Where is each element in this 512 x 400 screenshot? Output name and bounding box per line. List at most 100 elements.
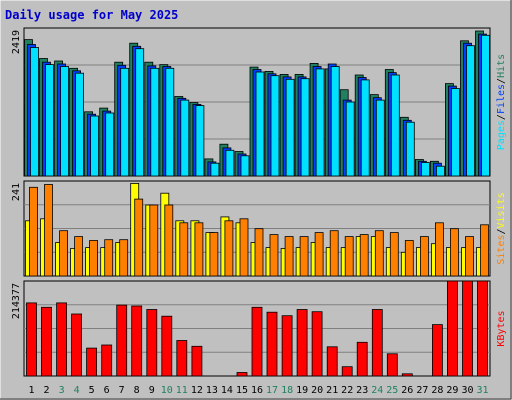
x-label-day-15: 15 [236,385,248,396]
bar-kbytes-day-19 [296,309,308,377]
x-label-day-5: 5 [89,385,95,396]
legend-sites: Sites [496,235,507,265]
x-label-day-7: 7 [119,385,125,396]
legend-files: Files [496,84,507,114]
bar-kbytes-day-30 [462,280,473,377]
bar-kbytes-day-18 [281,315,293,377]
bar-kbytes-day-5 [86,347,97,377]
bar-pages-day-11 [180,99,190,177]
bar-sites-day-4 [74,236,83,277]
bar-kbytes-day-12 [191,345,203,377]
x-label-day-16: 16 [251,385,263,396]
bar-sites-day-10 [164,204,174,277]
bar-pages-day-17 [270,75,280,177]
chart-title: Daily usage for May 2025 [5,8,178,22]
chart-panels: 2419Pages/Files/Hits241Sites/Visits21437… [11,27,507,377]
y-max-label: 2419 [11,30,22,54]
bar-kbytes-day-28 [431,324,443,377]
bar-kbytes-day-22 [341,366,353,377]
bar-sites-day-30 [465,236,474,277]
bar-pages-day-2 [45,64,54,177]
bar-sites-day-31 [480,224,489,277]
x-label-day-20: 20 [311,385,323,396]
bar-kbytes-day-11 [176,340,188,377]
legend-separator: / [496,114,507,120]
x-label-day-4: 4 [74,385,80,396]
legend-hits: Hits [496,54,507,78]
bar-sites-day-12 [194,222,204,277]
bar-sites-day-15 [239,218,249,277]
x-label-day-17: 17 [266,385,278,396]
x-label-day-27: 27 [416,385,428,396]
bar-sites-day-1 [29,186,38,277]
bar-pages-day-23 [360,79,370,177]
bar-sites-day-11 [179,222,189,277]
bar-kbytes-day-20 [311,311,323,377]
bar-sites-day-28 [434,222,444,277]
bar-kbytes-day-31 [477,280,488,377]
bar-pages-day-7 [120,67,130,177]
legend-separator: / [496,78,507,84]
bar-kbytes-day-6 [101,344,113,377]
bar-kbytes-day-26 [401,373,413,377]
y-max-label: 214377 [11,283,22,319]
bar-pages-day-12 [195,105,205,177]
x-label-day-12: 12 [191,385,203,396]
bar-pages-day-10 [165,67,175,177]
x-label-day-18: 18 [281,385,293,396]
bar-kbytes-day-17 [266,311,278,377]
bar-pages-day-30 [466,45,475,177]
panel-3: 214377 KBytes [11,280,507,377]
bar-kbytes-day-8 [131,305,143,377]
bar-pages-day-5 [90,115,99,177]
bar-pages-day-26 [405,121,415,177]
bar-sites-day-3 [59,230,68,277]
x-axis-labels: 1 2 3 4 5 6 7 8 9 10 11 12 13 14 15 16 17 18 19 20 21 22 23 24 2… [28,385,488,396]
bar-sites-day-19 [299,236,309,277]
bar-pages-day-3 [60,66,69,177]
bar-pages-day-20 [315,68,325,177]
bar-sites-day-8 [134,198,144,277]
bar-sites-day-6 [104,239,114,277]
bar-sites-day-14 [224,220,234,277]
bar-pages-day-9 [150,67,160,177]
bar-kbytes-day-7 [116,304,128,377]
x-label-day-23: 23 [356,385,368,396]
x-label-day-25: 25 [386,385,398,396]
x-label-day-3: 3 [59,385,65,396]
bar-pages-day-15 [240,155,250,177]
bar-sites-day-23 [359,234,369,277]
x-label-day-1: 1 [28,385,34,396]
x-label-day-6: 6 [104,385,110,396]
bar-pages-day-1 [30,47,39,177]
bar-kbytes-day-23 [356,341,368,377]
bar-kbytes-day-16 [251,306,263,377]
bar-pages-day-13 [210,162,220,177]
bar-kbytes-day-10 [161,315,173,377]
bar-kbytes-day-15 [236,372,248,377]
x-label-day-28: 28 [431,385,443,396]
legend: Sites/Visits [496,192,507,264]
bar-pages-day-29 [450,88,460,177]
x-label-day-9: 9 [149,385,155,396]
bar-pages-day-24 [375,99,385,177]
bar-sites-day-5 [89,240,98,277]
x-label-day-11: 11 [176,385,188,396]
x-label-day-10: 10 [161,385,173,396]
bar-pages-day-16 [255,71,265,177]
bar-sites-day-16 [254,228,264,277]
legend: KBytes [496,310,507,346]
x-label-day-30: 30 [461,385,473,396]
bar-sites-day-18 [284,236,294,277]
bar-sites-day-20 [314,232,324,277]
bar-sites-day-25 [389,232,399,277]
x-label-day-21: 21 [326,385,338,396]
x-label-day-19: 19 [296,385,308,396]
x-label-day-22: 22 [341,385,353,396]
bar-sites-day-2 [44,184,53,277]
bar-kbytes-day-24 [371,309,383,377]
bar-pages-day-27 [420,162,430,177]
bar-sites-day-26 [404,240,414,277]
